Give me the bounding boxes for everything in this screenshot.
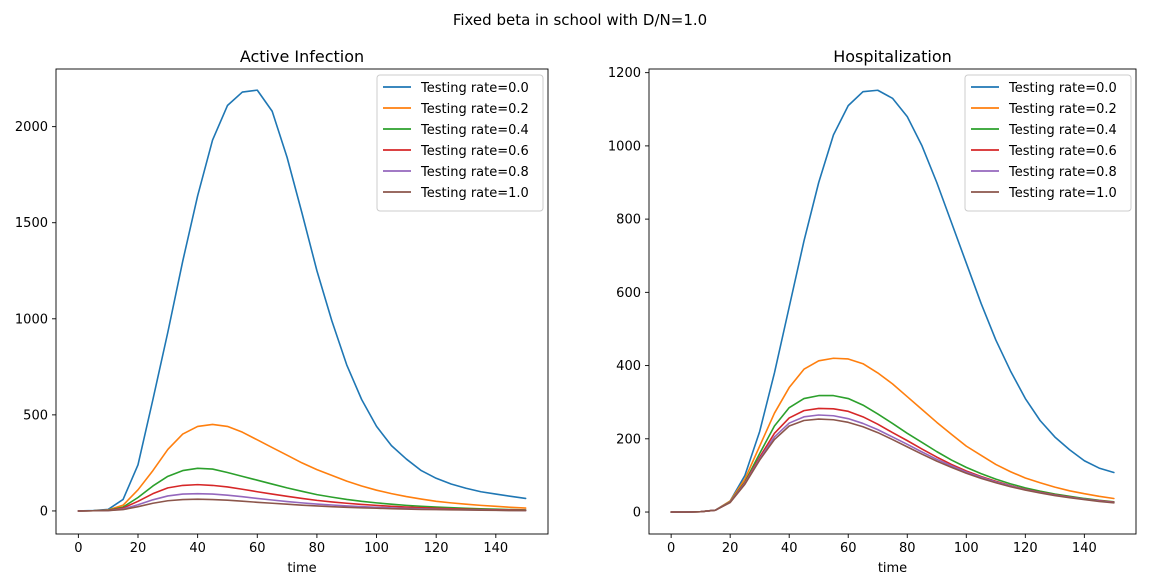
legend-label-6: Testing rate=1.0 [1008, 186, 1117, 201]
y-tick-label: 0 [40, 504, 48, 519]
legend-label-2: Testing rate=0.2 [420, 102, 529, 117]
x-tick-label: 20 [722, 541, 739, 556]
y-tick-label: 1200 [608, 66, 641, 81]
legend-label-1: Testing rate=0.0 [420, 81, 529, 96]
y-tick-label: 1500 [15, 216, 48, 231]
series-line-3 [77, 467, 527, 512]
x-axis-label: time [878, 561, 907, 576]
y-tick-label: 1000 [608, 139, 641, 154]
x-tick-label: 140 [483, 541, 508, 556]
x-axis-label: time [287, 561, 316, 576]
y-tick-label: 400 [616, 359, 641, 374]
axes-frame [648, 68, 1137, 535]
series-line-2 [77, 423, 527, 512]
legend-label-2: Testing rate=0.2 [1008, 102, 1117, 117]
y-tick-label: 200 [616, 432, 641, 447]
legend: Testing rate=0.0 Testing rate=0.2 Testing … [376, 74, 544, 212]
legend-box [376, 74, 544, 212]
series-line-1 [670, 89, 1115, 513]
series-line-6 [670, 418, 1115, 513]
chart-hospitalization: Hospitalization 0 20 40 60 80 100 120 140 0 200 400… [608, 47, 1137, 576]
legend-label-5: Testing rate=0.8 [1008, 165, 1117, 180]
legend-label-6: Testing rate=1.0 [420, 186, 529, 201]
axes-frame [55, 68, 549, 535]
y-tick-label: 0 [633, 506, 641, 521]
y-tick-label: 600 [616, 286, 641, 301]
x-tick-label: 80 [899, 541, 916, 556]
x-tick-label: 0 [667, 541, 675, 556]
x-tick-label: 120 [424, 541, 449, 556]
x-tick-label: 120 [1013, 541, 1038, 556]
y-tick-label: 500 [23, 408, 48, 423]
series-line-6 [77, 498, 527, 512]
y-tick-label: 2000 [15, 120, 48, 135]
x-tick-label: 140 [1072, 541, 1097, 556]
legend: Testing rate=0.0 Testing rate=0.2 Testing … [964, 74, 1132, 212]
chart-title: Hospitalization [833, 47, 952, 66]
series-line-1 [77, 89, 527, 512]
series-line-4 [77, 483, 527, 512]
x-tick-label: 60 [249, 541, 266, 556]
chart-title: Active Infection [240, 47, 364, 66]
figure-suptitle: Fixed beta in school with D/N=1.0 [453, 11, 707, 29]
x-tick-label: 40 [781, 541, 798, 556]
series-line-2 [670, 357, 1115, 513]
y-tick-label: 800 [616, 213, 641, 228]
legend-label-4: Testing rate=0.6 [1008, 144, 1117, 159]
x-tick-label: 100 [364, 541, 389, 556]
x-tick-label: 80 [309, 541, 326, 556]
x-tick-label: 60 [840, 541, 857, 556]
x-tick-label: 40 [189, 541, 206, 556]
legend-label-1: Testing rate=0.0 [1008, 81, 1117, 96]
legend-label-5: Testing rate=0.8 [420, 165, 529, 180]
x-tick-label: 20 [130, 541, 147, 556]
chart-active-infection: Active Infection 0 20 40 60 80 100 120 140 0 500 10… [15, 47, 549, 576]
legend-label-3: Testing rate=0.4 [1008, 123, 1117, 138]
legend-label-3: Testing rate=0.4 [420, 123, 529, 138]
y-tick-label: 1000 [15, 312, 48, 327]
legend-box [964, 74, 1132, 212]
legend-label-4: Testing rate=0.6 [420, 144, 529, 159]
x-tick-label: 100 [954, 541, 979, 556]
x-tick-label: 0 [74, 541, 82, 556]
